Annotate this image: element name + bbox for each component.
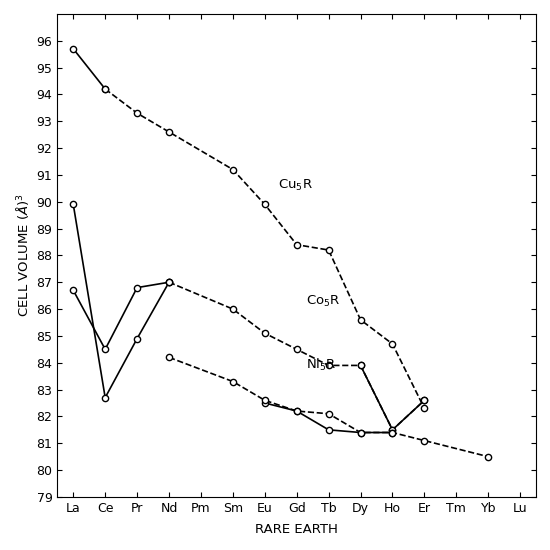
X-axis label: RARE EARTH: RARE EARTH [255,523,338,536]
Text: Cu$_5$R: Cu$_5$R [278,178,312,193]
Text: Ni$_5$R: Ni$_5$R [306,358,337,373]
Y-axis label: CELL VOLUME ($\AA$)$^3$: CELL VOLUME ($\AA$)$^3$ [14,194,31,317]
Text: Co$_5$R: Co$_5$R [306,294,341,309]
